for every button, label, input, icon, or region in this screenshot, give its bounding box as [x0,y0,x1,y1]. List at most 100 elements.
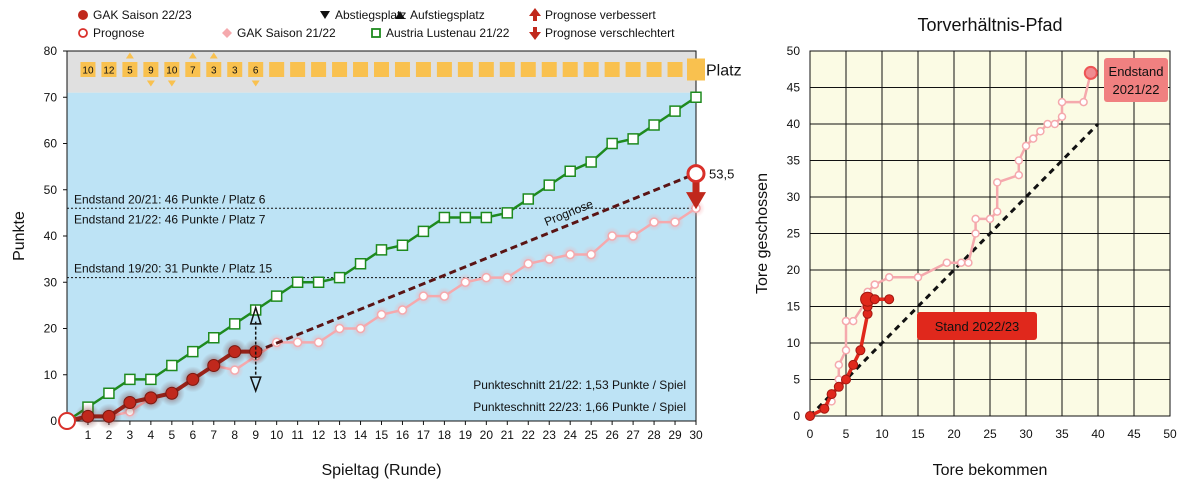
place-box [687,58,705,81]
place-down-arrow [167,80,176,87]
point-2223 [841,374,851,385]
label-current: Stand 2022/23 [935,319,1020,334]
y-tick-label-right: 10 [787,336,801,350]
point-gak-2122 [439,291,450,301]
point-lustenau [690,91,702,103]
x-tick-label-right: 15 [911,427,925,441]
place-box [667,62,683,77]
point-lustenau [459,211,472,224]
place-box [164,62,180,77]
y-tick-label-right: 25 [787,227,801,241]
x-axis-label: Spieltag (Runde) [321,462,441,479]
point-gak-2122 [586,249,596,260]
point-gak-2223 [102,409,116,423]
place-box [625,62,641,77]
label-final: Endstand [1109,64,1164,79]
x-tick-label-right: 45 [1127,427,1141,441]
point-2122 [841,346,851,355]
point-2122 [870,280,880,289]
point-gak-2122 [565,249,575,260]
place-up-arrow [125,52,134,59]
prognose-end-marker [686,164,706,184]
annotation-avg-2223: Punkteschnitt 22/23: 1,66 Punkte / Spiel [473,400,686,414]
point-2223 [805,411,815,421]
place-box [122,62,138,77]
x-tick-label: 10 [270,428,284,442]
place-box [206,62,222,77]
y-axis-label: Punkte [11,211,28,261]
point-2223 [819,403,830,414]
point-lustenau [228,318,241,330]
point-gak-2223 [186,372,200,386]
point-gak-2122 [481,272,492,283]
x-tick-label: 15 [375,428,389,442]
point-2122 [1050,119,1060,129]
y-tick-label: 60 [44,137,58,151]
point-2122 [1079,97,1088,107]
y-tick-label-right: 5 [793,373,800,387]
point-lustenau [354,258,367,270]
x-tick-label: 19 [459,428,473,442]
place-box [499,62,515,77]
point-lustenau [543,179,555,191]
place-number: 6 [253,66,259,77]
place-number: 12 [103,66,115,77]
point-2122 [884,273,894,282]
point-2122 [992,178,1002,187]
point-lustenau [396,239,409,251]
legend-marker [78,10,88,20]
point-gak-2122 [607,231,617,241]
y-tick-label: 20 [44,322,58,336]
place-box [415,62,431,77]
x-tick-label: 28 [647,428,661,442]
place-box [101,62,117,77]
place-box [185,62,201,77]
x-tick-label: 3 [127,428,134,442]
promotion-arrow [249,305,262,325]
place-number: 10 [82,66,94,77]
place-box [646,62,662,77]
y-tick-label: 30 [44,275,58,289]
place-number: 3 [232,66,238,77]
legend-marker [78,28,88,38]
place-box [436,62,452,77]
point-lustenau [166,359,178,372]
start-marker [58,412,76,430]
x-tick-label: 30 [689,428,703,442]
point-2122 [942,258,952,267]
x-tick-label: 27 [626,428,640,442]
point-lustenau [564,165,576,177]
point-2122 [971,214,980,224]
x-tick-label: 11 [291,428,304,442]
point-2122 [1028,134,1038,143]
x-tick-label-right: 5 [843,427,850,441]
prognose-value: 53,5 [709,167,734,182]
point-2122 [985,214,995,224]
point-2122 [1057,112,1067,121]
y-axis-label-right: Tore geschossen [754,173,771,294]
point-2122 [834,360,844,370]
reference-label: Endstand 20/21: 46 Punkte / Platz 6 [74,192,266,206]
y-tick-label-right: 45 [787,81,801,95]
place-box [311,62,327,77]
place-box [394,62,410,77]
legend-marker [371,28,381,38]
point-lustenau [270,290,283,302]
point-gak-2223 [165,386,179,400]
place-box [248,62,264,77]
x-tick-label-right: 50 [1163,427,1177,441]
point-lustenau [208,332,220,344]
point-lustenau [187,345,199,358]
point-lustenau [669,105,681,117]
point-2223 [848,359,859,370]
point-gak-2122 [544,254,554,264]
x-tick-label: 13 [333,428,347,442]
place-box [478,62,494,77]
point-gak-2122 [229,365,240,375]
legend-marker [395,11,405,19]
point-gak-2223 [144,391,158,405]
point-lustenau [417,225,430,238]
x-tick-label: 12 [312,428,326,442]
legend-label: Aufstiegsplatz [410,8,485,22]
y-tick-label-right: 50 [787,44,801,58]
